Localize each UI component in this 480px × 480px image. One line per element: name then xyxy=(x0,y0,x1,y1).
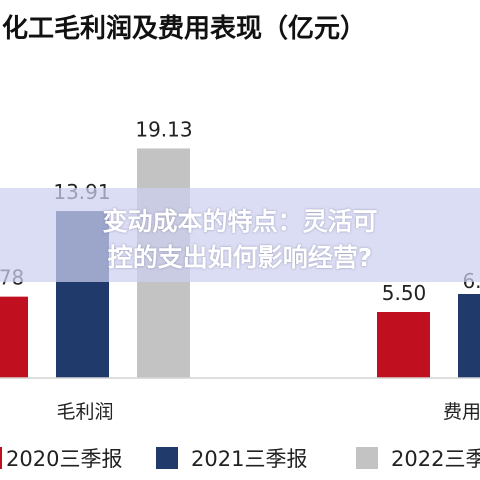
chart-title: 化工毛利润及费用表现（亿元） xyxy=(2,13,366,44)
bar-gross-profit-2020 xyxy=(0,296,28,378)
legend-swatch-2021 xyxy=(156,447,178,469)
bar-expense-2020 xyxy=(377,312,430,378)
legend-swatch-2022 xyxy=(356,447,378,469)
bar-expense-2021 xyxy=(458,294,480,378)
legend-label-2022: 2022三季报 xyxy=(391,447,480,471)
overlay-line-1: 变动成本的特点：灵活可 xyxy=(102,207,378,236)
value-label: 5.50 xyxy=(382,281,427,305)
value-label: 19.13 xyxy=(135,117,192,141)
category-label: 费用 xyxy=(443,401,480,423)
legend-swatch-2020 xyxy=(0,447,2,469)
legend-label-2020: 2020三季报 xyxy=(6,447,122,471)
overlay-line-2: 控的支出如何影响经营? xyxy=(107,243,373,272)
legend-label-2021: 2021三季报 xyxy=(191,447,307,471)
category-label: 毛利润 xyxy=(56,401,113,423)
overlay-banner: 变动成本的特点：灵活可 控的支出如何影响经营? xyxy=(0,188,480,282)
